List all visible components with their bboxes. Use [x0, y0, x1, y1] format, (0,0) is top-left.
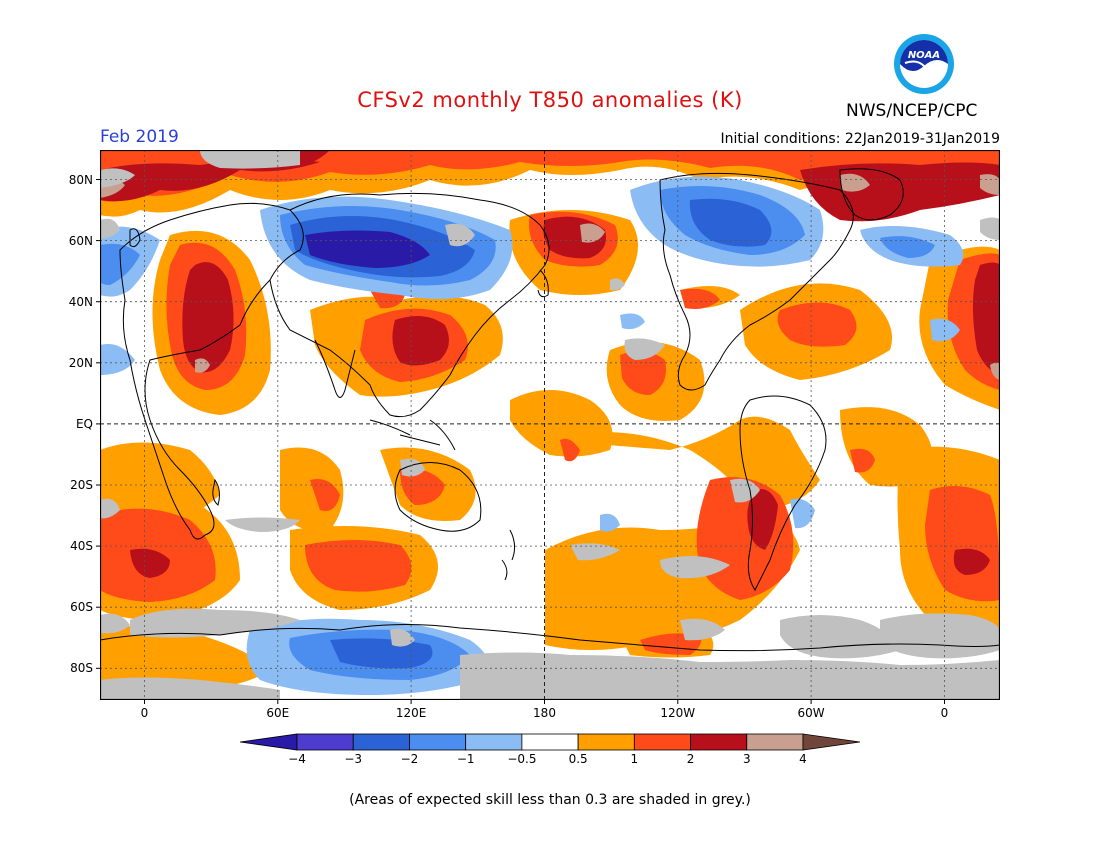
lon-label-120E: 120E — [396, 706, 427, 720]
lat-label-80N: 80N — [69, 173, 93, 187]
colorbar-label-1: 1 — [631, 752, 639, 766]
lat-label-20S: 20S — [70, 478, 93, 492]
colorbar-label-3: 3 — [743, 752, 751, 766]
map-frame — [100, 150, 1000, 700]
lon-label-60E: 60E — [266, 706, 289, 720]
colorbar-labels: −4 −3 −2 −1 −0.5 0.5 1 2 3 4 — [288, 752, 807, 766]
anomaly-map — [100, 150, 1000, 700]
lat-label-60N: 60N — [69, 234, 93, 248]
colorbar-label-2: 2 — [687, 752, 695, 766]
colorbar-cells — [240, 733, 860, 751]
lat-label-20N: 20N — [69, 356, 93, 370]
colorbar-cell-gt-4 — [802, 733, 860, 751]
noaa-logo-icon: NOAA — [894, 34, 954, 94]
lat-label-EQ: EQ — [76, 417, 93, 431]
lon-label-180: 180 — [533, 706, 556, 720]
colorbar-label-0.5: 0.5 — [569, 752, 588, 766]
lat-lon-grid — [100, 150, 1000, 700]
lat-label-80S: 80S — [70, 661, 93, 675]
lon-label-120W: 120W — [660, 706, 695, 720]
colorbar-cell — [633, 733, 691, 751]
skill-footnote: (Areas of expected skill less than 0.3 a… — [349, 792, 751, 808]
colorbar-label-neg2: −2 — [401, 752, 419, 766]
colorbar-cell — [352, 733, 410, 751]
colorbar: −4 −3 −2 −1 −0.5 0.5 1 2 3 4 — [240, 733, 860, 766]
colorbar-cell-lt-neg4 — [240, 733, 298, 751]
anomaly-field-neg3-neg4 — [305, 230, 430, 268]
colorbar-cell — [521, 733, 579, 751]
lat-label-40N: 40N — [69, 295, 93, 309]
colorbar-label-neg1: −1 — [457, 752, 475, 766]
initial-conditions: Initial conditions: 22Jan2019-31Jan2019 — [720, 131, 1000, 147]
chart-title: CFSv2 monthly T850 anomalies (K) — [357, 88, 743, 112]
colorbar-cell — [690, 733, 748, 751]
colorbar-cell — [296, 733, 354, 751]
noaa-logo-text: NOAA — [908, 50, 940, 61]
lat-label-60S: 60S — [70, 600, 93, 614]
colorbar-cell — [577, 733, 635, 751]
lat-label-40S: 40S — [70, 539, 93, 553]
colorbar-cell — [465, 733, 523, 751]
lon-label-0-east: 0 — [941, 706, 949, 720]
major-axes — [100, 150, 1000, 700]
colorbar-cell — [746, 733, 804, 751]
lon-label-0: 0 — [141, 706, 149, 720]
agency-label: NWS/NCEP/CPC — [846, 101, 978, 121]
colorbar-label-neg0.5: −0.5 — [507, 752, 536, 766]
colorbar-label-neg4: −4 — [288, 752, 306, 766]
low-skill-mask — [100, 150, 1000, 700]
colorbar-label-neg3: −3 — [344, 752, 362, 766]
colorbar-cell — [409, 733, 467, 751]
forecast-month: Feb 2019 — [100, 127, 179, 147]
colorbar-label-4: 4 — [799, 752, 807, 766]
lon-label-60W: 60W — [798, 706, 825, 720]
